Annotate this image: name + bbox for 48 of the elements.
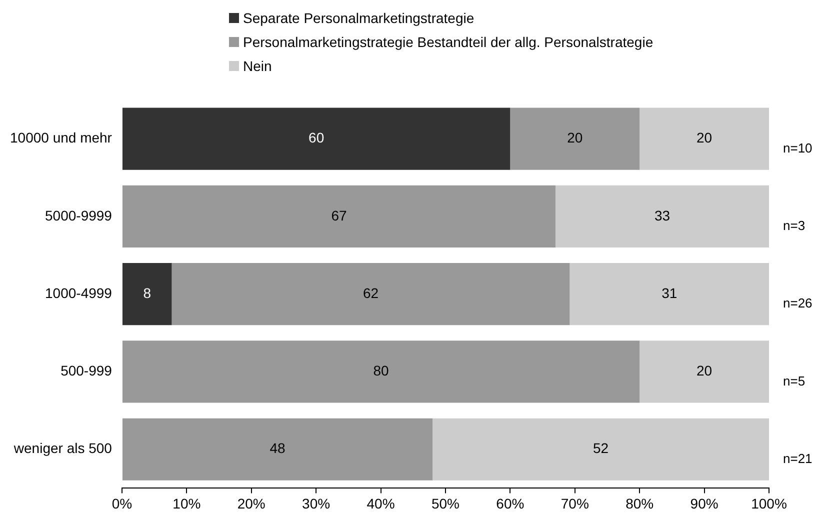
data-label: 33 <box>654 207 670 224</box>
x-tick-label: 70% <box>560 495 589 512</box>
x-tick-label: 100% <box>751 495 787 512</box>
bar <box>172 263 570 326</box>
bar <box>122 340 640 403</box>
bar <box>510 108 640 170</box>
bar <box>122 418 433 480</box>
bar <box>640 340 769 403</box>
x-tick-label: 50% <box>431 495 460 512</box>
legend-label: Personalmarketingstrategie Bestandteil der allg. Personalstrategie <box>243 34 654 50</box>
legend-label: Separate Personalmarketingstrategie <box>243 10 474 26</box>
y-tick-label: 10000 und mehr <box>10 130 112 146</box>
legend-label: Nein <box>243 58 272 74</box>
bar <box>555 185 769 248</box>
data-label: 80 <box>373 362 390 379</box>
data-label: 20 <box>696 362 712 379</box>
text: n=10 <box>783 140 812 156</box>
data-label: 62 <box>362 284 379 301</box>
bar <box>122 108 510 170</box>
data-label: 52 <box>592 440 609 456</box>
x-tick-label: 0% <box>112 495 132 512</box>
x-tick-label: 20% <box>237 495 266 512</box>
bar <box>122 185 556 248</box>
text: n=26 <box>783 296 812 311</box>
bar <box>122 263 172 326</box>
text: n=3 <box>783 218 806 234</box>
bar <box>570 263 769 326</box>
y-tick-label: 500-999 <box>60 362 112 379</box>
y-tick-label: 5000-9999 <box>45 207 112 224</box>
x-tick-label: 30% <box>302 495 330 512</box>
x-tick-label: 90% <box>690 495 718 512</box>
data-label: 8 <box>143 284 152 301</box>
data-label: 31 <box>662 284 678 301</box>
y-tick-label: weniger als 500 <box>12 440 112 456</box>
data-label: 20 <box>696 130 712 146</box>
x-tick-label: 60% <box>496 495 524 512</box>
x-tick-label: 40% <box>366 495 395 512</box>
data-label: 20 <box>567 130 583 146</box>
data-label: 67 <box>331 207 347 224</box>
data-label: 60 <box>308 130 324 146</box>
bar <box>640 108 769 170</box>
x-tick-label: 10% <box>172 495 201 512</box>
bar <box>432 418 769 480</box>
y-tick-label: 1000-4999 <box>45 284 112 301</box>
text: n=21 <box>783 450 812 466</box>
x-tick-label: 80% <box>626 495 654 512</box>
data-label: 48 <box>270 440 286 456</box>
text: n=5 <box>783 373 806 388</box>
